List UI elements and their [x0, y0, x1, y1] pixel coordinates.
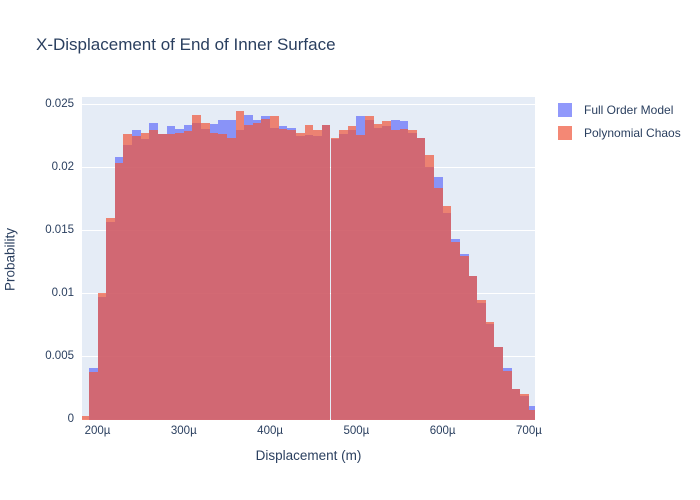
- y-axis-title: Probability: [2, 227, 18, 292]
- bar-polynomial-chaos: [442, 205, 452, 420]
- bar-polynomial-chaos: [330, 137, 340, 420]
- bar-polynomial-chaos: [321, 125, 331, 420]
- bar-polynomial-chaos: [451, 242, 460, 420]
- bar-polynomial-chaos: [218, 133, 227, 420]
- bar-polynomial-chaos: [304, 125, 314, 420]
- bar-polynomial-chaos: [209, 132, 219, 420]
- x-tick-label: 700µ: [516, 425, 542, 437]
- bar-polynomial-chaos: [468, 276, 478, 420]
- y-tick-label: 0.015: [45, 223, 74, 236]
- bar-polynomial-chaos: [157, 133, 167, 420]
- bar-polynomial-chaos: [175, 132, 184, 420]
- bar-polynomial-chaos: [244, 125, 253, 420]
- x-axis-title: Displacement (m): [255, 448, 362, 463]
- bar-polynomial-chaos: [425, 155, 435, 420]
- bar-polynomial-chaos: [183, 131, 193, 420]
- legend-swatch-blue-icon: [558, 103, 572, 117]
- bar-polynomial-chaos: [365, 116, 374, 420]
- y-tick-label: 0.025: [45, 97, 74, 110]
- bar-polynomial-chaos: [278, 128, 288, 420]
- bar-polynomial-chaos: [270, 116, 279, 420]
- bar-polynomial-chaos: [434, 188, 443, 420]
- bar-polynomial-chaos: [503, 370, 512, 420]
- bar-polynomial-chaos: [520, 393, 529, 420]
- bar-polynomial-chaos: [356, 135, 365, 420]
- x-tick-label: 300µ: [170, 425, 197, 437]
- chart-title: X-Displacement of End of Inner Surface: [36, 35, 336, 54]
- bar-polynomial-chaos: [477, 300, 486, 420]
- bar-polynomial-chaos: [226, 137, 236, 420]
- bar-polynomial-chaos: [347, 126, 357, 420]
- bar-polynomial-chaos: [408, 130, 417, 420]
- bar-polynomial-chaos: [416, 137, 426, 420]
- bar-polynomial-chaos: [192, 115, 202, 420]
- y-tick-label: 0.005: [45, 349, 74, 362]
- bar-polynomial-chaos: [287, 130, 296, 420]
- bar-polynomial-chaos: [528, 409, 535, 420]
- bar-polynomial-chaos: [149, 130, 158, 420]
- legend-label: Full Order Model: [584, 103, 674, 117]
- y-tick-label: 0: [67, 413, 74, 425]
- gridline: [82, 103, 535, 105]
- legend: Full Order Model Polynomial Chaos: [558, 103, 681, 149]
- y-tick-label: 0.01: [51, 286, 74, 299]
- bar-polynomial-chaos: [295, 132, 305, 420]
- bar-polynomial-chaos: [261, 118, 271, 420]
- bar-polynomial-chaos: [390, 130, 400, 420]
- legend-item-polynomial-chaos[interactable]: Polynomial Chaos: [558, 126, 681, 140]
- bar-polynomial-chaos: [399, 128, 409, 420]
- legend-label: Polynomial Chaos: [584, 126, 681, 140]
- bar-polynomial-chaos: [201, 122, 210, 420]
- bar-polynomial-chaos: [132, 136, 141, 420]
- x-tick-label: 400µ: [257, 425, 283, 437]
- bar-polynomial-chaos: [252, 122, 262, 420]
- bar-polynomial-chaos: [166, 133, 176, 420]
- bar-polynomial-chaos: [88, 372, 98, 420]
- legend-item-full-order-model[interactable]: Full Order Model: [558, 103, 681, 117]
- bar-polynomial-chaos: [485, 321, 495, 420]
- x-tick-label: 500µ: [343, 425, 370, 437]
- bar-polynomial-chaos: [106, 218, 115, 420]
- bar-polynomial-chaos: [235, 111, 245, 420]
- bar-polynomial-chaos: [494, 346, 504, 420]
- plot-area: [82, 97, 535, 420]
- bar-polynomial-chaos: [123, 133, 133, 420]
- x-tick-label: 200µ: [84, 425, 111, 437]
- legend-swatch-red-icon: [558, 126, 572, 140]
- x-tick-label: 600µ: [429, 425, 456, 437]
- bar-polynomial-chaos: [373, 123, 383, 420]
- bar-polynomial-chaos: [313, 130, 322, 420]
- y-tick-label: 0.02: [51, 160, 74, 173]
- bar-polynomial-chaos: [511, 388, 521, 420]
- bar-polynomial-chaos: [97, 292, 107, 420]
- bar-polynomial-chaos: [114, 162, 124, 420]
- bar-polynomial-chaos: [459, 256, 469, 420]
- bar-polynomial-chaos: [339, 130, 348, 420]
- bar-polynomial-chaos: [82, 416, 89, 420]
- bar-polynomial-chaos: [382, 121, 391, 420]
- bar-polynomial-chaos: [140, 132, 150, 420]
